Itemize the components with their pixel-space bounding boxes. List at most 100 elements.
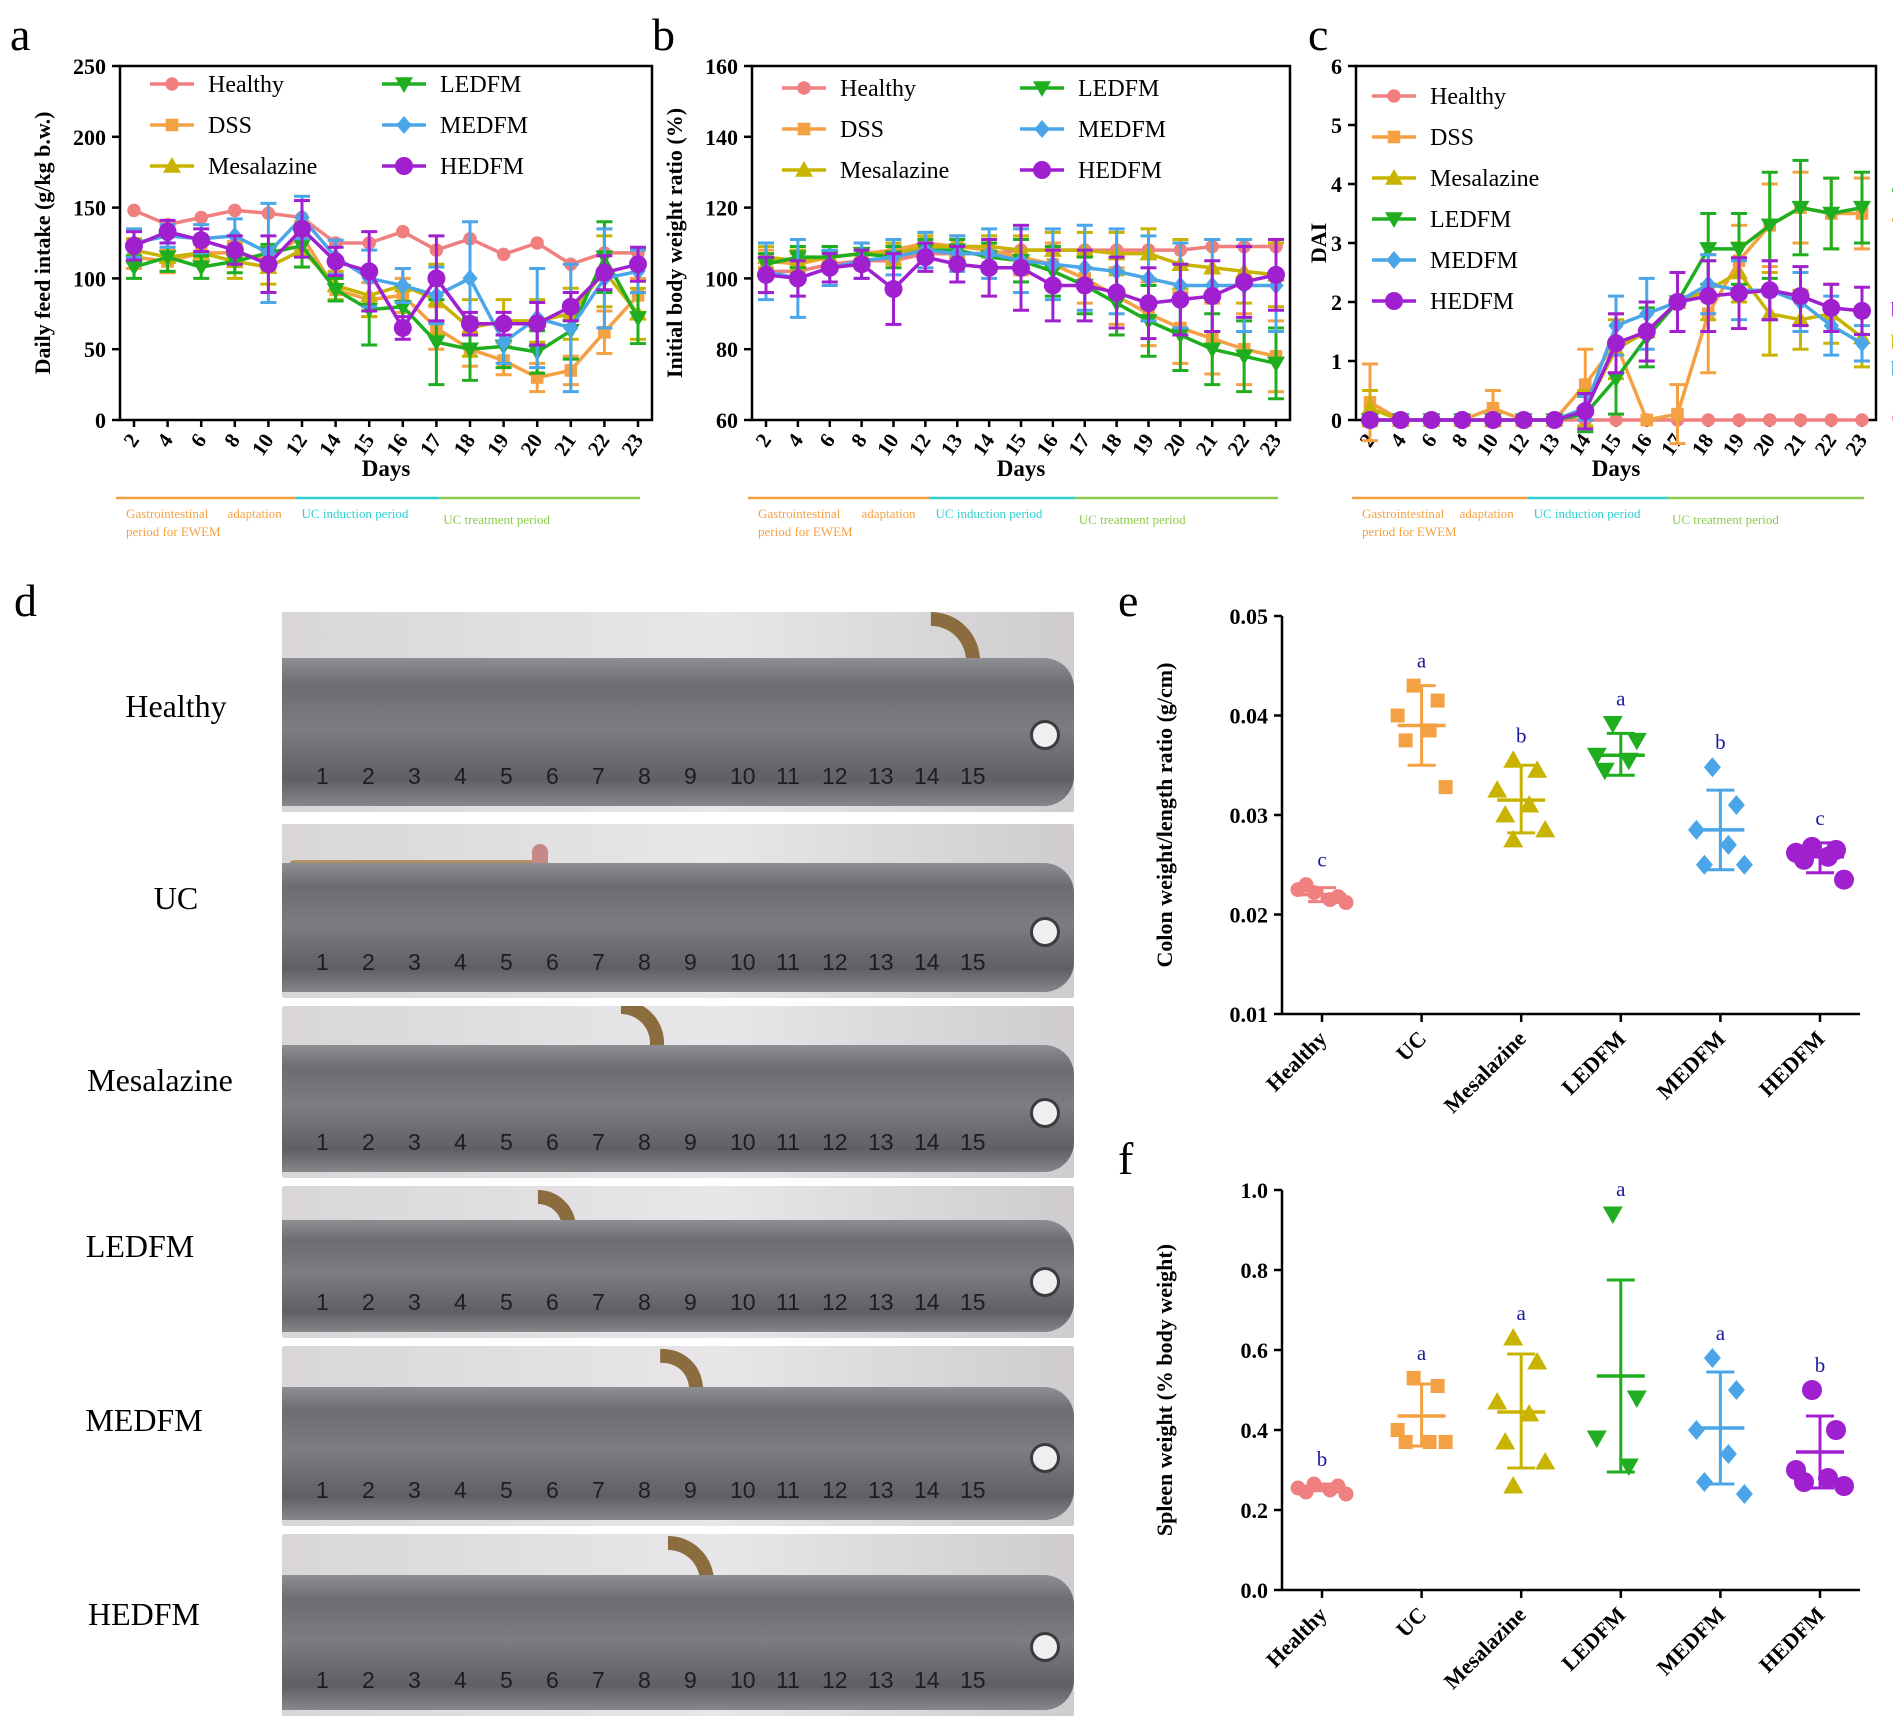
legend-item: MEDFM xyxy=(382,113,528,139)
ruler-number: 1 xyxy=(316,1667,329,1693)
data-point xyxy=(1338,895,1354,911)
data-point xyxy=(1730,284,1748,303)
legend-label: Healthy xyxy=(208,72,284,98)
ruler-number: 7 xyxy=(592,763,605,789)
data-point xyxy=(1586,1430,1607,1448)
ruler-number: 12 xyxy=(822,1477,848,1503)
legend-label: Mesalazine xyxy=(1430,166,1539,192)
data-point xyxy=(1043,276,1062,295)
ruler-number: 4 xyxy=(454,1477,467,1503)
y-tick-label: 2 xyxy=(1331,290,1342,315)
ruler-numbers: 1 2 3 4 5 6 7 8 9 10 11 12 13 14 15 xyxy=(316,949,1006,976)
ruler-number: 14 xyxy=(914,763,940,789)
ruler-number: 5 xyxy=(500,1477,513,1503)
data-point xyxy=(427,335,446,352)
ruler-number: 14 xyxy=(914,949,940,975)
y-tick-label: 5 xyxy=(1331,113,1342,138)
data-point xyxy=(1732,413,1746,427)
series-line xyxy=(133,214,639,345)
ruler-number: 5 xyxy=(500,763,513,789)
series-line xyxy=(133,208,638,267)
ruler-number: 6 xyxy=(546,949,559,975)
ruler-number: 7 xyxy=(592,1129,605,1155)
ruler-number: 10 xyxy=(730,1289,756,1315)
series-line xyxy=(133,247,640,330)
legend-item: MEDFM xyxy=(1372,248,1518,274)
panel-letter-d: d xyxy=(14,575,37,626)
legend-item: LEDFM xyxy=(1372,207,1511,233)
data-point xyxy=(1802,1380,1822,1400)
data-point xyxy=(125,236,143,255)
group-healthy: Healthy c xyxy=(1261,848,1354,1096)
data-point xyxy=(1791,200,1810,217)
period-label-adaptation: adaptation xyxy=(1460,506,1515,521)
data-point xyxy=(1139,294,1158,313)
data-point xyxy=(1438,1435,1453,1449)
ruler-number: 13 xyxy=(868,949,894,975)
data-point xyxy=(595,263,614,282)
x-tick-label: LEDFM xyxy=(1556,1602,1630,1676)
data-point xyxy=(1267,356,1285,373)
ruler-number: 6 xyxy=(546,1289,559,1315)
data-point xyxy=(820,258,839,277)
legend-label: MEDFM xyxy=(440,113,528,139)
ruler-number: 8 xyxy=(638,1129,651,1155)
x-axis-label: Days xyxy=(997,456,1046,481)
ruler-number: 4 xyxy=(454,763,467,789)
ruler-number: 12 xyxy=(822,1289,848,1315)
data-point xyxy=(1854,334,1870,353)
legend-marker xyxy=(395,77,413,93)
data-point xyxy=(1107,283,1126,302)
legend-marker xyxy=(165,77,179,91)
data-point xyxy=(1298,877,1314,893)
data-point xyxy=(1503,1476,1524,1494)
x-tick-label: 21 xyxy=(1191,429,1223,460)
data-point xyxy=(1338,1486,1354,1502)
data-point xyxy=(1406,1371,1421,1385)
data-point xyxy=(1626,732,1647,751)
legend-marker xyxy=(395,157,413,175)
legend-item: Mesalazine xyxy=(1372,166,1539,192)
data-point xyxy=(1834,1476,1854,1496)
data-point xyxy=(461,314,479,333)
data-point xyxy=(1824,413,1838,427)
data-point xyxy=(1578,378,1592,391)
period-label-adaptation: adaptation xyxy=(228,506,283,521)
ruler-number: 2 xyxy=(362,1477,375,1503)
ruler-number: 1 xyxy=(316,1477,329,1503)
y-axis-label: DAI xyxy=(1306,223,1331,263)
data-point xyxy=(1535,819,1556,838)
legend-label: HEDFM xyxy=(1430,289,1514,315)
legend-item: DSS xyxy=(782,117,884,143)
ruler-number: 9 xyxy=(684,1667,697,1693)
data-point xyxy=(496,247,511,262)
data-point xyxy=(1834,869,1854,890)
group-ledfm: LEDFM a xyxy=(1556,1177,1647,1676)
data-point xyxy=(1760,281,1779,300)
data-point xyxy=(194,210,208,225)
legend-label: Mesalazine xyxy=(208,154,317,180)
x-tick-label: 6 xyxy=(814,429,840,451)
legend-item: Healthy xyxy=(150,72,284,98)
period-label-gastro-2: period for EWEM xyxy=(1362,524,1457,539)
data-point xyxy=(788,269,807,288)
legend-marker xyxy=(797,122,811,136)
colon-photo-ledfm: 1 2 3 4 5 6 7 8 9 10 11 12 13 14 15 xyxy=(282,1186,1074,1338)
series-line xyxy=(133,226,639,332)
ruler-number: 12 xyxy=(822,949,848,975)
x-axis-label: Days xyxy=(362,456,411,481)
ruler-number: 11 xyxy=(776,763,800,789)
data-point xyxy=(884,280,903,299)
data-point xyxy=(1703,757,1721,778)
x-tick-label: MEDFM xyxy=(1652,1602,1730,1680)
data-point xyxy=(1503,750,1524,768)
legend-marker xyxy=(1387,130,1401,144)
x-tick-label: Mesalazine xyxy=(1439,1026,1531,1118)
photo-label-uc: UC xyxy=(153,880,199,916)
panel-letter-b: b xyxy=(652,9,675,60)
y-tick-label: 0.0 xyxy=(1241,1578,1269,1603)
ruler-number: 8 xyxy=(638,1667,651,1693)
ruler-number: 9 xyxy=(684,1477,697,1503)
period-label-induction: UC induction period xyxy=(302,506,409,521)
ruler-number: 15 xyxy=(960,763,986,789)
